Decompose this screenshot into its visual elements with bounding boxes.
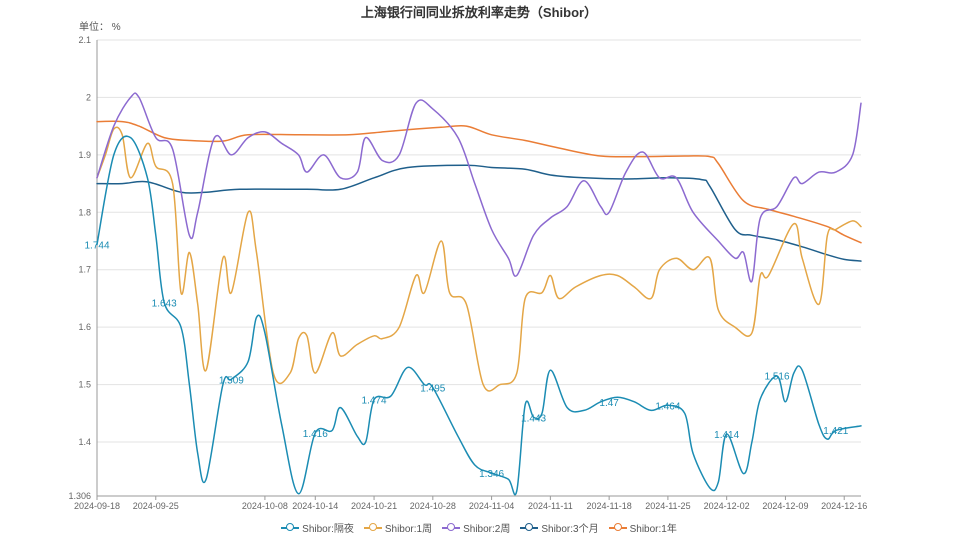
x-tick-label: 2024-10-28 <box>410 501 456 511</box>
x-tick-label: 2024-12-09 <box>762 501 808 511</box>
legend-item[interactable]: Shibor:2周 <box>442 520 510 535</box>
data-label: 1.414 <box>714 430 739 441</box>
legend-item[interactable]: Shibor:1年 <box>608 520 677 535</box>
y-tick-label: 1.9 <box>78 150 91 160</box>
y-tick-label: 1.8 <box>78 207 91 217</box>
legend-item[interactable]: Shibor:3个月 <box>520 520 599 535</box>
data-label: 1.464 <box>655 401 680 412</box>
grid-lines <box>97 39 861 497</box>
x-tick-label: 2024-11-04 <box>469 501 514 511</box>
x-tick-label: 2024-12-16 <box>821 501 867 511</box>
data-label: 1.421 <box>823 426 848 437</box>
legend-label: Shibor:1周 <box>384 524 433 535</box>
y-tick-label: 1.5 <box>78 380 91 390</box>
y-axis-unit-label: 单位： % <box>79 22 121 33</box>
series-line-1 <box>96 126 862 392</box>
series-line-4 <box>96 120 862 244</box>
legend-swatch <box>281 523 300 532</box>
x-tick-label: 2024-10-08 <box>242 501 288 511</box>
legend-item[interactable]: Shibor:1周 <box>363 520 433 535</box>
legend-label: Shibor:3个月 <box>541 524 599 535</box>
data-label: 1.47 <box>599 398 619 409</box>
series-line-3 <box>96 164 862 262</box>
data-label: 1.346 <box>479 469 504 480</box>
legend-swatch <box>363 523 382 532</box>
data-label: 1.416 <box>303 429 328 440</box>
legend-swatch <box>608 523 627 532</box>
series-lines <box>96 92 862 496</box>
x-tick-label: 2024-11-25 <box>645 501 690 511</box>
data-label: 1.495 <box>420 383 445 394</box>
legend-label: Shibor:1年 <box>629 524 677 535</box>
data-label: 1.474 <box>362 396 387 407</box>
chart-title: 上海银行间同业拆放利率走势（Shibor） <box>360 5 598 20</box>
y-tick-label: 2 <box>86 92 91 102</box>
x-tick-label: 2024-12-02 <box>704 501 750 511</box>
y-tick-label: 1.7 <box>78 265 91 275</box>
data-label: 1.643 <box>152 298 177 309</box>
y-tick-label: 2.1 <box>78 35 91 45</box>
legend-label: Shibor:2周 <box>463 524 511 535</box>
y-tick-label: 1.6 <box>78 322 91 332</box>
data-label: 1.516 <box>765 371 790 382</box>
x-tick-label: 2024-10-21 <box>351 501 397 511</box>
x-tick-label: 2024-11-11 <box>528 501 573 511</box>
legend-label: Shibor:隔夜 <box>302 524 354 535</box>
x-tick-label: 2024-11-18 <box>586 501 631 511</box>
chart-legend: Shibor:隔夜 Shibor:1周 Shibor:2周 Shibor:3个月 Shi… <box>0 520 958 535</box>
x-tick-label: 2024-09-25 <box>133 501 179 511</box>
y-tick-label: 1.4 <box>78 437 91 447</box>
axes: 1.306 1.4 1.5 1.6 1.7 1.8 1.9 2 2.1 2024-09-18 202… <box>68 35 867 511</box>
y-tick-label: 1.306 <box>68 491 91 501</box>
legend-item[interactable]: Shibor:隔夜 <box>281 520 354 535</box>
series-line-0 <box>96 135 862 496</box>
data-label: 1.443 <box>521 413 546 424</box>
data-label: 1.744 <box>84 240 109 251</box>
legend-swatch <box>520 523 539 532</box>
data-label: 1.509 <box>219 375 244 386</box>
legend-swatch <box>442 523 461 532</box>
data-labels: 1.744 1.643 1.509 1.416 1.474 1.495 1.346 1.443… <box>84 240 848 480</box>
series-line-2 <box>96 92 862 283</box>
x-tick-label: 2024-10-14 <box>292 501 338 511</box>
x-tick-label: 2024-09-18 <box>74 501 120 511</box>
